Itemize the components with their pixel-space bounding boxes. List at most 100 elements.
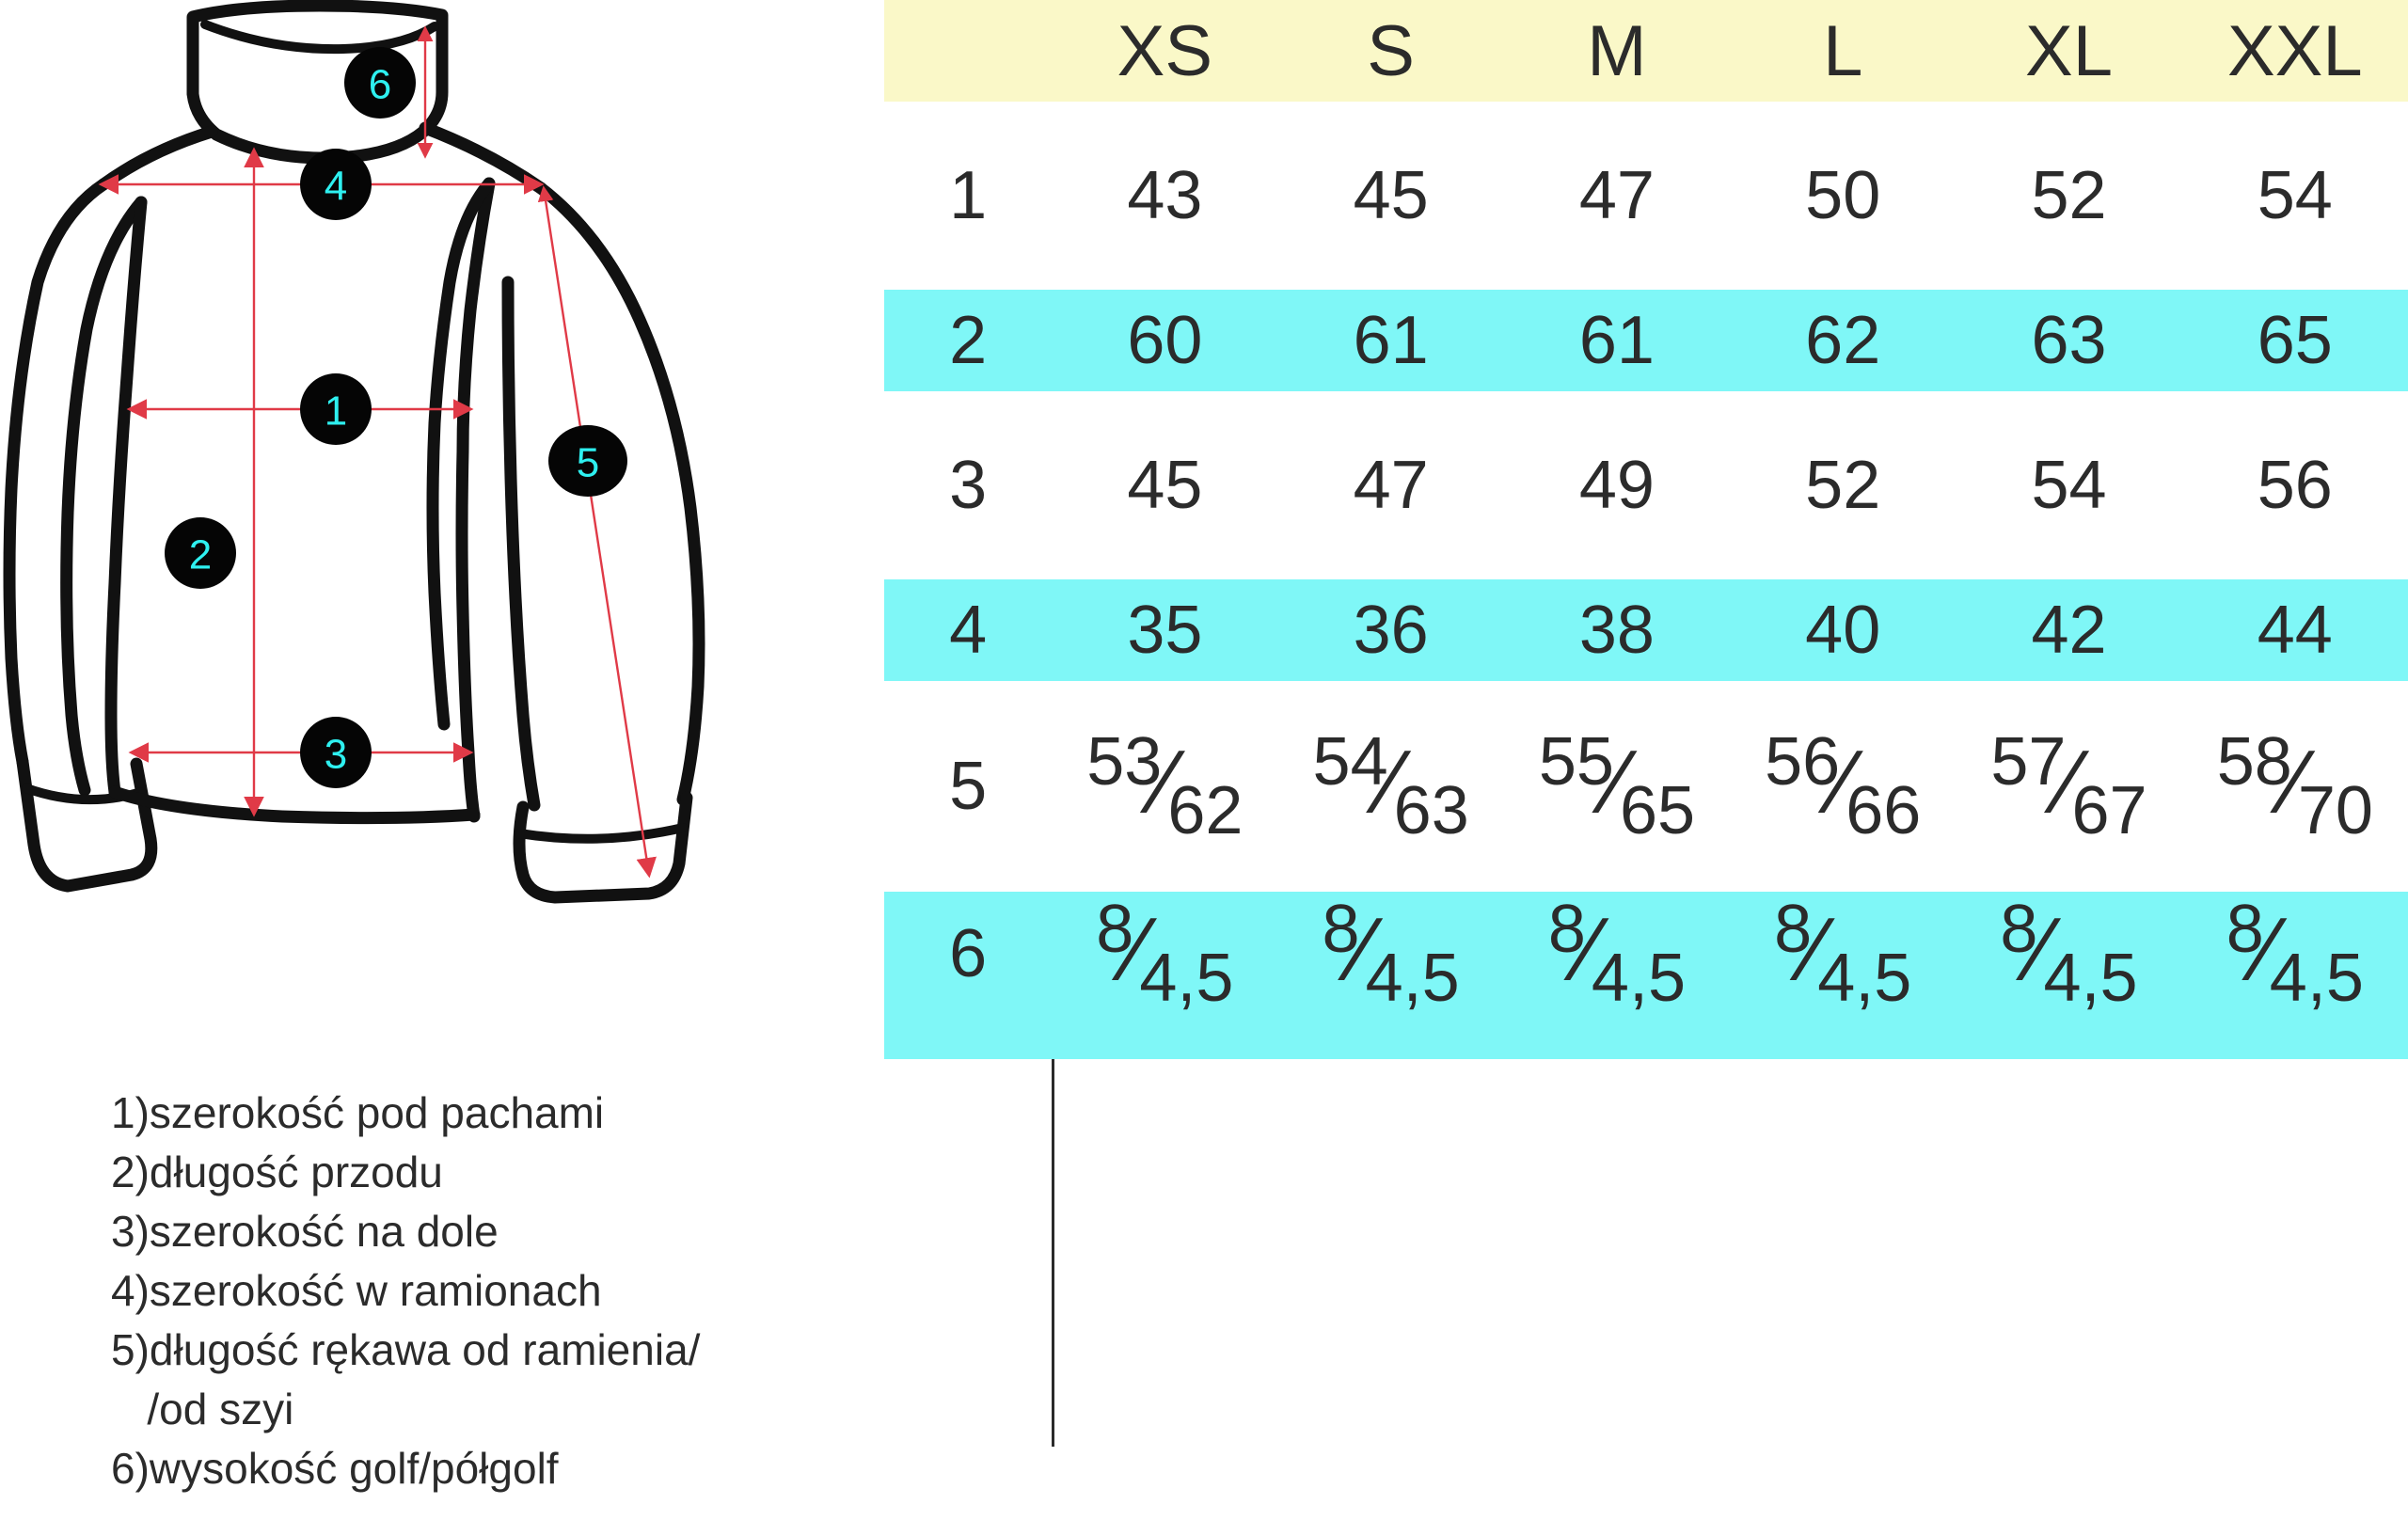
table-gap-3-4	[884, 536, 2408, 579]
row-6-s: 8⁄4,5	[1277, 892, 1504, 1016]
table-gap-after-header	[884, 102, 2408, 145]
row-5-xs: 53⁄62	[1052, 724, 1278, 848]
row-4-s: 36	[1277, 579, 1504, 681]
table-gap-4-5	[884, 681, 2408, 724]
left-body-side	[104, 196, 148, 799]
row-3-m: 49	[1503, 435, 1731, 536]
table-gap-1-2	[884, 246, 2408, 290]
right-cuff-seam	[515, 823, 688, 844]
right-shoulder-line	[419, 121, 547, 195]
fraction-value: 8⁄4,5	[1774, 892, 1912, 1016]
row-6-number: 6	[884, 892, 1053, 1016]
legend-item-1: 1)szerokość pod pachami	[111, 1088, 605, 1137]
fraction-value: 55⁄65	[1538, 724, 1696, 848]
fraction-value: 8⁄4,5	[1096, 892, 1234, 1016]
row-4-xl: 42	[1956, 579, 2182, 681]
fraction-value: 56⁄66	[1765, 724, 1922, 848]
fraction-value: 8⁄4,5	[1547, 892, 1686, 1016]
legend-item-6: 6)wysokość golf/półgolf	[111, 1444, 559, 1493]
right-sleeve-inner	[501, 276, 541, 812]
row-5-l: 56⁄66	[1730, 724, 1956, 848]
marker-4-circle	[300, 149, 372, 220]
row-3-l: 52	[1730, 435, 1956, 536]
marker-1-label: 1	[325, 388, 347, 435]
fraction-value: 54⁄63	[1312, 724, 1469, 848]
marker-4: 4	[300, 149, 372, 220]
row-6-xl: 8⁄4,5	[1956, 892, 2182, 1016]
marker-5: 5	[548, 425, 627, 497]
legend-item-5: 5)długość rękawa od ramienia/	[111, 1325, 701, 1374]
row-2-xl: 63	[1956, 290, 2182, 391]
bottom-hem	[108, 785, 481, 825]
row-2-number: 2	[884, 290, 1053, 391]
row-2-s: 61	[1277, 290, 1504, 391]
row-5-s: 54⁄63	[1277, 724, 1504, 848]
row-1-number: 1	[884, 145, 1053, 246]
marker-3: 3	[300, 717, 372, 788]
garment-diagram-panel: 6 4 1 2 3 5	[0, 0, 884, 1110]
row-5-m: 55⁄65	[1503, 724, 1731, 848]
fraction-value: 8⁄4,5	[1322, 892, 1460, 1016]
left-sleeve-outer	[3, 178, 110, 768]
right-body-side	[455, 177, 496, 823]
collar-fold-line	[200, 20, 439, 55]
marker-6-circle	[344, 47, 416, 119]
row-1-xs: 43	[1052, 145, 1278, 246]
left-shoulder-line	[97, 125, 218, 191]
row-5-xl: 57⁄67	[1956, 724, 2182, 848]
row-4-l: 40	[1730, 579, 1956, 681]
row-6-l: 8⁄4,5	[1730, 892, 1956, 1016]
legend-item-2: 2)długość przodu	[111, 1148, 443, 1196]
header-size-m: M	[1503, 0, 1731, 102]
left-cuff	[16, 755, 158, 893]
marker-2: 2	[165, 517, 236, 589]
legend-item-4: 4)szerokość w ramionach	[111, 1266, 602, 1315]
row-3-number: 3	[884, 435, 1053, 536]
row-1-xxl: 54	[2181, 145, 2408, 246]
header-size-l: L	[1730, 0, 1956, 102]
header-size-xs: XS	[1052, 0, 1278, 102]
header-corner-cell	[884, 0, 1053, 102]
fraction-value: 53⁄62	[1086, 724, 1244, 848]
row-1-l: 50	[1730, 145, 1956, 246]
table-row: 6 8⁄4,5 8⁄4,5 8⁄4,5 8⁄4,5 8⁄4,5 8⁄4,5	[884, 892, 2408, 1016]
arrow-measure-5	[537, 185, 657, 879]
table-row: 2 60 61 61 62 63 65	[884, 290, 2408, 391]
table-row: 1 43 45 47 50 52 54	[884, 145, 2408, 246]
row-4-xs: 35	[1052, 579, 1278, 681]
row-2-l: 62	[1730, 290, 1956, 391]
row-1-s: 45	[1277, 145, 1504, 246]
table-row: 5 53⁄62 54⁄63 55⁄65 56⁄66 57⁄67 58⁄70	[884, 724, 2408, 848]
fraction-value: 58⁄70	[2216, 724, 2373, 848]
fraction-value: 8⁄4,5	[2000, 892, 2138, 1016]
marker-4-label: 4	[325, 164, 347, 210]
marker-2-circle	[165, 517, 236, 589]
fraction-value: 57⁄67	[1990, 724, 2147, 848]
table-gap-5-6	[884, 848, 2408, 892]
row-4-m: 38	[1503, 579, 1731, 681]
right-cuff	[513, 791, 693, 904]
row-6-m: 8⁄4,5	[1503, 892, 1731, 1016]
marker-1-circle	[300, 373, 372, 445]
row-2-m: 61	[1503, 290, 1731, 391]
marker-3-label: 3	[325, 732, 347, 778]
right-armhole-inner	[426, 177, 496, 731]
marker-5-label: 5	[577, 440, 599, 486]
row-4-xxl: 44	[2181, 579, 2408, 681]
header-size-s: S	[1277, 0, 1504, 102]
size-chart-panel: XS S M L XL XXL 1 43 45 47 50 52 54	[884, 0, 2408, 1520]
garment-illustration: 6 4 1 2 3 5	[3, 0, 705, 904]
marker-3-circle	[300, 717, 372, 788]
row-1-xl: 52	[1956, 145, 2182, 246]
header-size-xxl: XXL	[2181, 0, 2408, 102]
row-3-xs: 45	[1052, 435, 1278, 536]
marker-6-label: 6	[369, 62, 391, 108]
size-chart-table: XS S M L XL XXL 1 43 45 47 50 52 54	[884, 0, 2408, 1059]
row-3-s: 47	[1277, 435, 1504, 536]
table-header-row: XS S M L XL XXL	[884, 0, 2408, 102]
row-6-xs: 8⁄4,5	[1052, 892, 1278, 1016]
row-6-xxl: 8⁄4,5	[2181, 892, 2408, 1016]
table-gap-2-3	[884, 391, 2408, 435]
marker-2-label: 2	[189, 532, 212, 578]
left-sleeve-inner	[60, 196, 148, 797]
